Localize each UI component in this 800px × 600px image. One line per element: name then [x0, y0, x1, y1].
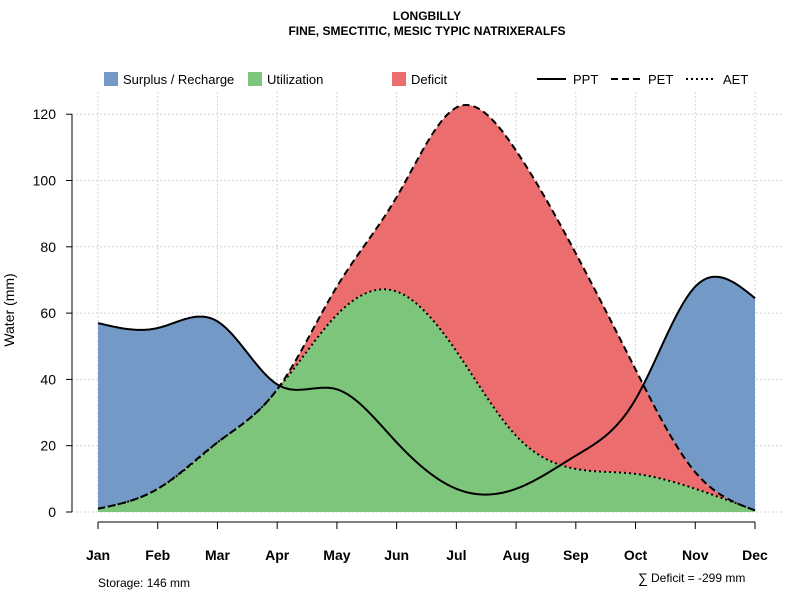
x-tick-label: Nov [682, 547, 709, 563]
x-tick-label: Jan [86, 547, 110, 563]
y-tick-label: 0 [48, 504, 56, 520]
legend-utilization-swatch [248, 72, 262, 86]
y-tick-label: 100 [33, 173, 57, 189]
axes: 0 20 40 60 80 100 120 Jan Feb Mar Apr May Jun Jul Aug S… [33, 106, 768, 563]
chart-subtitle: FINE, SMECTITIC, MESIC TYPIC NATRIXERALF… [288, 24, 565, 38]
surplus-area [98, 105, 755, 511]
x-tick-label: Jun [384, 547, 409, 563]
legend: Surplus / Recharge Utilization Deficit P… [104, 72, 748, 87]
x-tick-label: May [323, 547, 350, 563]
x-tick-label: Aug [502, 547, 529, 563]
legend-pet-label: PET [648, 72, 673, 87]
deficit-total-label: Deficit = -299 mm [651, 571, 745, 585]
legend-ppt-label: PPT [573, 72, 598, 87]
y-axis-label: Water (mm) [1, 273, 17, 346]
legend-utilization-label: Utilization [267, 72, 323, 87]
x-tick-label: Dec [742, 547, 768, 563]
areas [98, 105, 755, 512]
x-tick-label: Apr [265, 547, 290, 563]
y-tick-label: 60 [40, 305, 56, 321]
y-tick-label: 40 [40, 371, 56, 387]
ppt-line [97, 275, 756, 496]
x-tick-label: Sep [563, 547, 589, 563]
utilization-area [98, 289, 755, 512]
y-tick-label: 80 [40, 239, 56, 255]
deficit-area [98, 105, 755, 511]
x-tick-label: Jul [446, 547, 466, 563]
x-tick-label: Mar [205, 547, 230, 563]
legend-surplus-label: Surplus / Recharge [123, 72, 234, 87]
x-tick-label: Feb [145, 547, 170, 563]
sum-symbol: ∑ [638, 570, 648, 586]
storage-label: Storage: 146 mm [98, 576, 190, 590]
legend-deficit-swatch [392, 72, 406, 86]
chart-title: LONGBILLY [393, 9, 461, 23]
y-tick-label: 20 [40, 438, 56, 454]
y-tick-label: 120 [33, 106, 57, 122]
x-tick-label: Oct [624, 547, 648, 563]
lines [97, 104, 756, 512]
legend-surplus-swatch [104, 72, 118, 86]
aet-line [97, 288, 756, 512]
legend-deficit-label: Deficit [411, 72, 448, 87]
legend-aet-label: AET [723, 72, 748, 87]
